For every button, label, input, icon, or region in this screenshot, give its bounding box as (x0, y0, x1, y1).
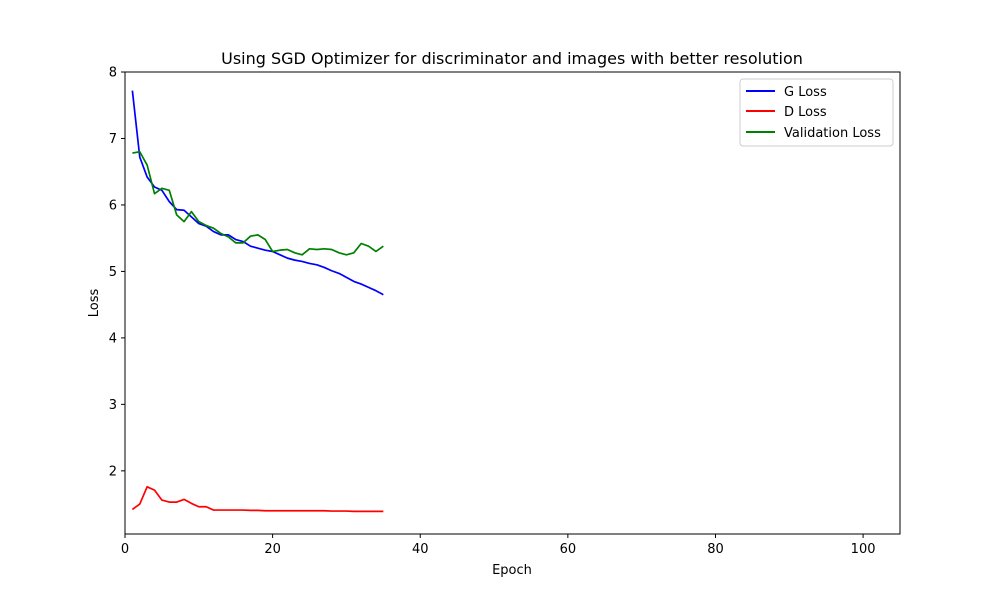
y-tick-label: 8 (109, 66, 117, 81)
x-axis: 0 20 40 60 80 100 (121, 534, 876, 557)
plot-frame (124, 71, 901, 535)
y-axis-title: Loss (87, 289, 102, 318)
chart-title: Using SGD Optimizer for discriminator an… (221, 49, 803, 68)
y-tick-label: 5 (109, 265, 117, 280)
x-tick-label: 100 (851, 542, 876, 557)
x-tick-label: 60 (560, 542, 577, 557)
series-group (131, 90, 384, 513)
legend-label-g-loss: G Loss (784, 85, 827, 100)
y-tick-label: 7 (109, 132, 117, 147)
series-line-validation-loss (132, 150, 384, 256)
legend: G Loss D Loss Validation Loss (739, 78, 894, 147)
legend-label-d-loss: D Loss (784, 105, 827, 120)
legend-label-validation-loss: Validation Loss (784, 126, 881, 141)
y-axis: 2 3 4 5 6 7 8 (109, 66, 125, 479)
y-tick-label: 3 (109, 398, 117, 413)
x-tick-label: 0 (121, 542, 129, 557)
legend-box (739, 78, 894, 147)
y-tick-label: 6 (109, 198, 117, 213)
y-tick-label: 2 (109, 464, 117, 479)
series-line-d-loss (131, 485, 384, 513)
x-tick-label: 80 (707, 542, 724, 557)
x-tick-label: 40 (412, 542, 429, 557)
x-tick-label: 20 (264, 542, 281, 557)
x-axis-title: Epoch (492, 563, 532, 578)
y-tick-label: 4 (109, 331, 117, 346)
